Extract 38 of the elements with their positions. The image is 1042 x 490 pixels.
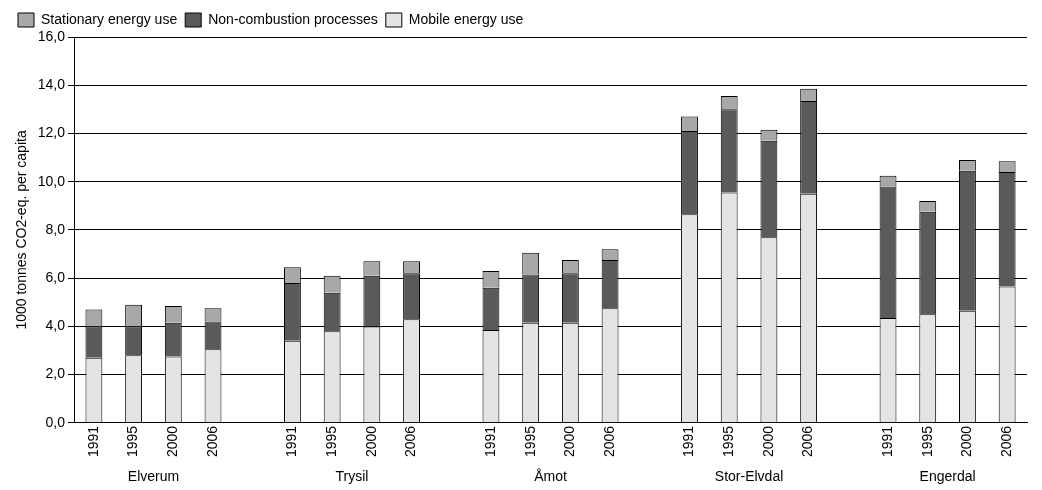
y-tick-label: 0,0 <box>45 413 66 430</box>
x-tick-label: 1995 <box>323 425 339 458</box>
legend-label: Mobile energy use <box>408 10 524 27</box>
x-tick-label: 1995 <box>521 425 538 458</box>
x-tick-label: 1995 <box>720 425 737 458</box>
x-tick-label: 1991 <box>84 425 101 458</box>
x-tick-label: 2006 <box>402 425 419 458</box>
x-tick-label: 2000 <box>561 425 578 458</box>
x-tick-label: 1991 <box>680 425 697 458</box>
x-tick-label: 2006 <box>203 425 220 458</box>
x-tick-label: 2006 <box>998 425 1015 458</box>
y-tick-label: 2,0 <box>45 365 66 382</box>
x-tick-label: 1991 <box>481 425 498 458</box>
x-tick-label: 2000 <box>362 425 379 458</box>
y-axis-title: 1000 tonnes CO2-eq. per capita <box>13 130 30 330</box>
x-tick-label: 2006 <box>799 425 816 458</box>
text: Elverum <box>127 467 180 484</box>
legend-label: Non-combustion processes <box>208 10 378 27</box>
y-tick-label: 6,0 <box>45 269 66 286</box>
x-tick-label: 1995 <box>918 425 935 458</box>
y-tick-label: 4,0 <box>45 317 66 334</box>
y-tick-label: 16,0 <box>37 27 66 44</box>
text: Stor-Elvdal <box>714 467 784 484</box>
text: Trysil <box>335 467 369 484</box>
x-tick-label: 1991 <box>283 425 300 458</box>
x-tick-label: 2000 <box>164 425 181 458</box>
y-tick-label: 10,0 <box>37 172 66 189</box>
y-tick-label: 8,0 <box>45 220 66 237</box>
x-tick-label: 1995 <box>124 425 141 458</box>
x-tick-label: 2000 <box>759 425 776 458</box>
y-tick-label: 14,0 <box>37 76 66 93</box>
text: Engerdal <box>919 467 976 484</box>
text: Åmot <box>534 467 567 484</box>
y-tick-label: 12,0 <box>37 124 66 141</box>
x-tick-label: 2000 <box>958 425 975 458</box>
legend-label: Stationary energy use <box>41 10 178 27</box>
x-tick-label: 1991 <box>878 425 895 458</box>
x-tick-label: 2006 <box>600 425 617 458</box>
